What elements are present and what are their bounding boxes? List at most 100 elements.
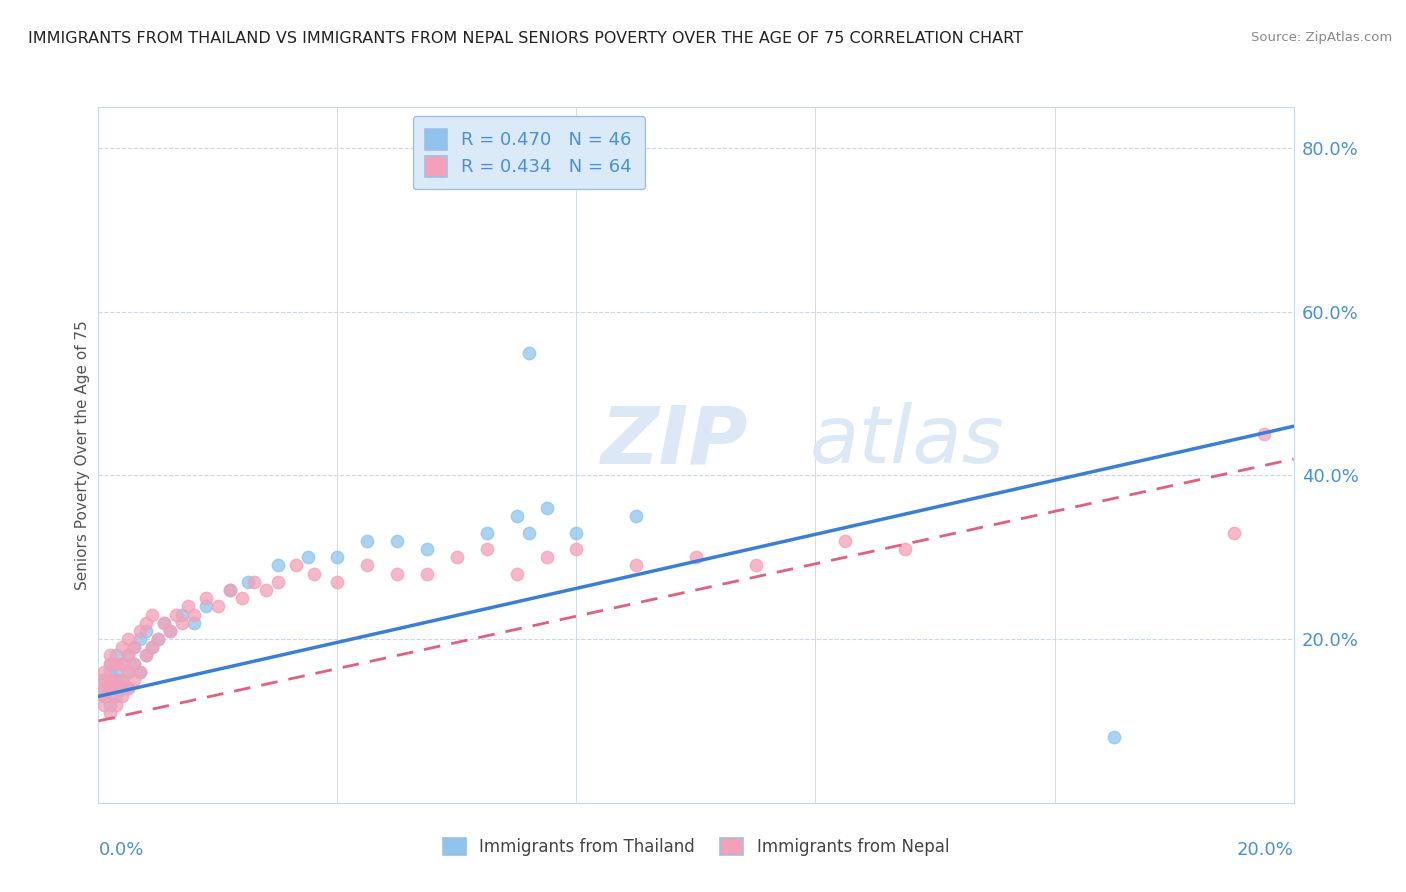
Point xyxy=(506,509,529,524)
Point xyxy=(385,566,409,581)
Point xyxy=(148,632,170,646)
Point xyxy=(124,673,146,687)
Point xyxy=(117,648,139,663)
Point xyxy=(195,591,218,606)
Point xyxy=(475,542,498,557)
Point xyxy=(172,607,194,622)
Text: 0.0%: 0.0% xyxy=(98,841,143,859)
Point xyxy=(141,640,163,655)
Point xyxy=(124,657,146,671)
Point xyxy=(183,607,205,622)
Point xyxy=(111,690,134,704)
Point xyxy=(98,698,122,712)
Point xyxy=(111,657,134,671)
Point xyxy=(129,624,152,638)
Point xyxy=(98,657,122,671)
Point xyxy=(243,574,266,589)
Point xyxy=(98,690,122,704)
Point xyxy=(93,665,115,679)
Point xyxy=(117,681,139,696)
Point xyxy=(506,566,529,581)
Point xyxy=(105,665,128,679)
Point xyxy=(98,648,122,663)
Point xyxy=(177,599,200,614)
Point xyxy=(565,542,588,557)
Point xyxy=(172,615,194,630)
Point xyxy=(129,665,152,679)
Point xyxy=(141,607,163,622)
Point xyxy=(124,640,146,655)
Point xyxy=(135,624,157,638)
Y-axis label: Seniors Poverty Over the Age of 75: Seniors Poverty Over the Age of 75 xyxy=(75,320,90,590)
Point xyxy=(685,550,707,565)
Point xyxy=(111,673,134,687)
Point xyxy=(236,574,259,589)
Point xyxy=(1104,731,1126,745)
Point xyxy=(745,558,768,573)
Point xyxy=(219,582,242,597)
Point xyxy=(98,673,122,687)
Point xyxy=(1253,427,1275,442)
Point xyxy=(267,574,290,589)
Point xyxy=(124,657,146,671)
Point xyxy=(105,657,128,671)
Point xyxy=(536,550,558,565)
Point xyxy=(105,673,128,687)
Point xyxy=(475,525,498,540)
Point xyxy=(117,681,139,696)
Point xyxy=(219,582,242,597)
Point xyxy=(517,345,540,359)
Point xyxy=(565,525,588,540)
Point xyxy=(111,673,134,687)
Point xyxy=(326,550,349,565)
Point xyxy=(195,599,218,614)
Point xyxy=(153,615,176,630)
Point xyxy=(207,599,229,614)
Point xyxy=(165,607,187,622)
Point xyxy=(159,624,181,638)
Point xyxy=(93,690,115,704)
Point xyxy=(129,665,152,679)
Point xyxy=(117,665,139,679)
Point xyxy=(267,558,290,573)
Point xyxy=(93,681,115,696)
Point xyxy=(105,681,128,696)
Point xyxy=(356,533,378,548)
Point xyxy=(93,690,115,704)
Point xyxy=(626,509,648,524)
Point xyxy=(834,533,856,548)
Point xyxy=(183,615,205,630)
Point xyxy=(98,657,122,671)
Text: ZIP: ZIP xyxy=(600,402,748,480)
Point xyxy=(148,632,170,646)
Point xyxy=(111,657,134,671)
Point xyxy=(536,501,558,516)
Point xyxy=(1223,525,1246,540)
Point xyxy=(153,615,176,630)
Point xyxy=(117,648,139,663)
Point xyxy=(98,706,122,720)
Point xyxy=(105,648,128,663)
Point xyxy=(105,698,128,712)
Text: 20.0%: 20.0% xyxy=(1237,841,1294,859)
Point xyxy=(284,558,307,573)
Point xyxy=(111,640,134,655)
Text: IMMIGRANTS FROM THAILAND VS IMMIGRANTS FROM NEPAL SENIORS POVERTY OVER THE AGE O: IMMIGRANTS FROM THAILAND VS IMMIGRANTS F… xyxy=(28,31,1024,46)
Point xyxy=(356,558,378,573)
Point xyxy=(141,640,163,655)
Point xyxy=(135,615,157,630)
Point xyxy=(326,574,349,589)
Point xyxy=(93,681,115,696)
Point xyxy=(894,542,917,557)
Point xyxy=(98,665,122,679)
Point xyxy=(231,591,253,606)
Point xyxy=(93,673,115,687)
Point xyxy=(517,525,540,540)
Point xyxy=(98,681,122,696)
Point xyxy=(129,632,152,646)
Point xyxy=(93,698,115,712)
Point xyxy=(93,673,115,687)
Legend: Immigrants from Thailand, Immigrants from Nepal: Immigrants from Thailand, Immigrants fro… xyxy=(434,830,957,864)
Point xyxy=(135,648,157,663)
Point xyxy=(626,558,648,573)
